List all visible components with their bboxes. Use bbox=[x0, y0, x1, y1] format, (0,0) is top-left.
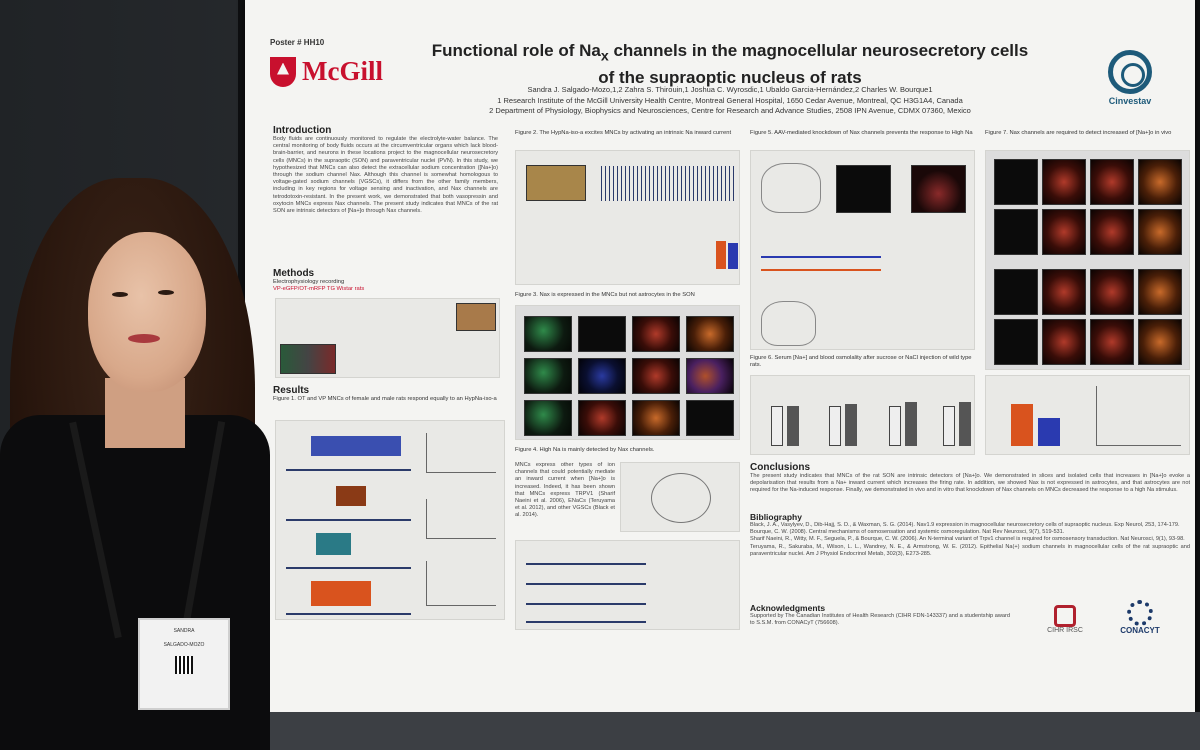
bibliography-section: Bibliography Black, J. A., Vasylyev, D.,… bbox=[750, 512, 1190, 557]
figure-7-caption: Figure 7. Nax channels are required to d… bbox=[985, 130, 1172, 136]
figure-2 bbox=[515, 150, 740, 285]
biblio-item: Bourque, C. W. (2008). Central mechanism… bbox=[750, 529, 1065, 536]
poster-board-frame bbox=[250, 712, 1200, 750]
mcgill-logo: McGill bbox=[270, 56, 383, 87]
figure-6 bbox=[750, 375, 975, 455]
figure-7-bars bbox=[985, 375, 1190, 455]
figure-6-caption: Figure 6. Serum [Na+] and blood osmolali… bbox=[750, 355, 972, 368]
poster-title: Functional role of Nax channels in the m… bbox=[431, 41, 1029, 88]
poster-authors: Sandra J. Salgado-Mozo,1,2 Zahra S. Thir… bbox=[489, 85, 971, 115]
biblio-item: Sharif Naeini, R., Witty, M. F., Seguela… bbox=[750, 536, 1185, 543]
cinvestav-emblem-icon bbox=[1108, 50, 1152, 94]
figure-2-caption: Figure 2. The HypNa-iso-a excites MNCs b… bbox=[515, 130, 732, 136]
presenter-lips bbox=[128, 334, 160, 343]
figure-3-caption: Figure 3. Nax is expressed in the MNCs b… bbox=[515, 292, 695, 298]
figure-4-traces bbox=[515, 540, 740, 630]
conacyt-emblem-icon bbox=[1127, 600, 1153, 626]
acknowledgments-section: Acknowledgments Supported by The Canadia… bbox=[750, 603, 1010, 627]
figure-4-caption: Figure 4. High Na is mainly detected by … bbox=[515, 447, 655, 453]
figure-5 bbox=[750, 150, 975, 350]
poster: Poster # HH10 McGill Functional role of … bbox=[245, 0, 1195, 712]
qr-code-icon bbox=[175, 656, 193, 674]
presenter-eye bbox=[112, 292, 128, 297]
name-badge: SANDRA SALGADO-MOZO bbox=[138, 618, 230, 710]
conacyt-logo: CONACYT bbox=[1105, 600, 1175, 635]
cihr-logo: CIHR IRSC bbox=[1035, 605, 1095, 634]
figure-5-caption: Figure 5. AAV-mediated knockdown of Nax … bbox=[750, 130, 973, 136]
presenter-photo: SANDRA SALGADO-MOZO bbox=[0, 0, 300, 750]
intro-section: Introduction Body fluids are continuousl… bbox=[273, 125, 498, 215]
mcgill-shield-icon bbox=[270, 56, 296, 87]
figure-7 bbox=[985, 150, 1190, 370]
figure-4-diagram bbox=[620, 462, 740, 532]
figure-4-text: MNCs express other types of ion channels… bbox=[515, 462, 615, 519]
figure-3 bbox=[515, 305, 740, 440]
methods-section: Methods Electrophysiology recording VP-e… bbox=[273, 268, 365, 292]
figure-1 bbox=[275, 420, 505, 620]
cihr-emblem-icon bbox=[1054, 605, 1076, 627]
presenter-face bbox=[88, 232, 206, 392]
results-section: Results Figure 1. OT and VP MNCs of fema… bbox=[273, 385, 497, 402]
poster-number: Poster # HH10 bbox=[270, 38, 325, 47]
methods-diagram bbox=[275, 298, 500, 378]
biblio-item: Teruyama, R., Sakuraba, M., Wilson, L. L… bbox=[750, 543, 1190, 557]
cinvestav-logo: Cinvestav bbox=[1095, 50, 1165, 106]
presenter-eye bbox=[158, 290, 174, 295]
biblio-item: Black, J. A., Vasylyev, D., Dib-Hajj, S.… bbox=[750, 522, 1180, 528]
conclusions-section: Conclusions The present study indicates … bbox=[750, 462, 1190, 494]
mcgill-wordmark: McGill bbox=[302, 56, 383, 86]
